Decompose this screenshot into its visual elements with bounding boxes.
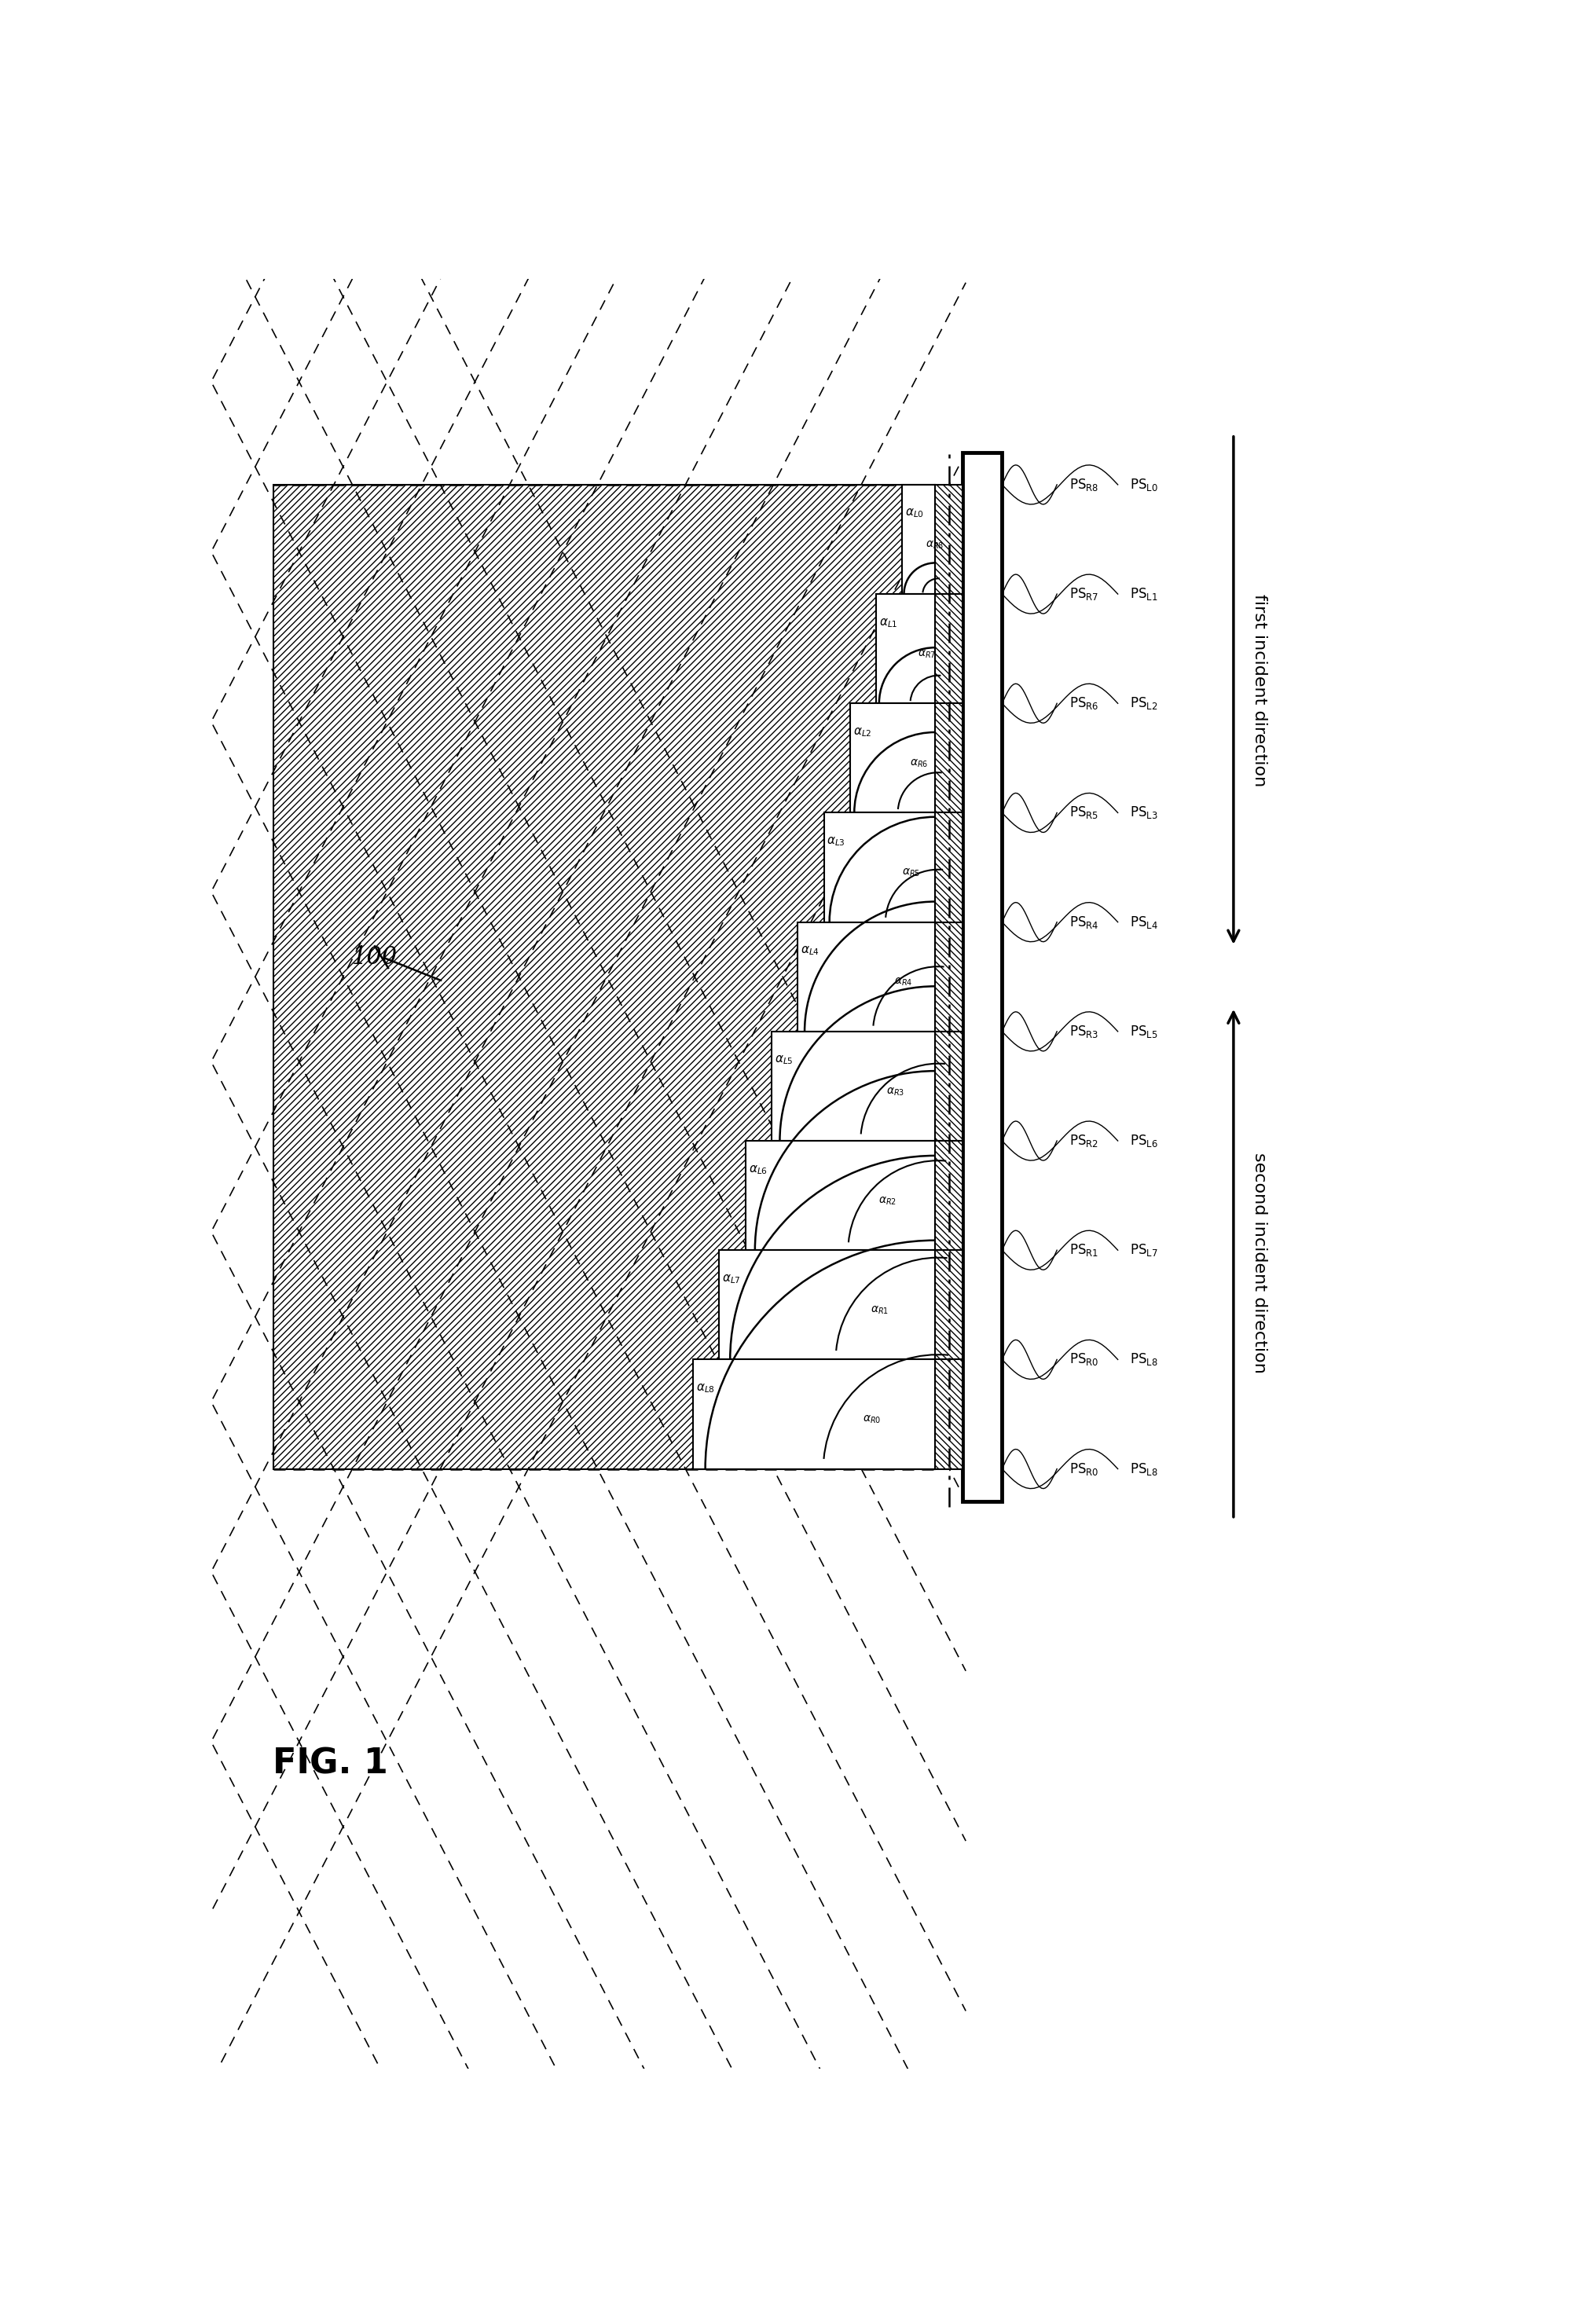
Bar [935, 704, 962, 813]
Text: $\mathsf{PS_{L4}}$: $\mathsf{PS_{L4}}$ [1129, 913, 1158, 930]
Text: $\mathsf{PS_{R1}}$: $\mathsf{PS_{R1}}$ [1069, 1243, 1097, 1257]
Text: $\mathsf{PS_{R8}}$: $\mathsf{PS_{R8}}$ [1069, 476, 1097, 493]
Text: $\alpha_{L1}$: $\alpha_{L1}$ [879, 616, 898, 630]
Bar [876, 595, 935, 704]
Text: $\mathsf{PS_{R5}}$: $\mathsf{PS_{R5}}$ [1069, 804, 1097, 820]
Bar [745, 1141, 935, 1250]
Text: $\alpha_{R2}$: $\alpha_{R2}$ [877, 1195, 896, 1206]
Bar [772, 1032, 935, 1141]
Text: $\alpha_{L2}$: $\alpha_{L2}$ [853, 725, 871, 739]
Bar [935, 1360, 962, 1469]
Bar [935, 1250, 962, 1360]
Text: $\alpha_{R6}$: $\alpha_{R6}$ [909, 758, 928, 769]
Bar [850, 704, 935, 813]
Text: $\alpha_{L8}$: $\alpha_{L8}$ [695, 1383, 715, 1394]
Bar [935, 813, 962, 923]
Text: $\mathsf{PS_{L1}}$: $\mathsf{PS_{L1}}$ [1129, 586, 1158, 602]
Text: $\alpha_{L5}$: $\alpha_{L5}$ [774, 1055, 793, 1067]
Text: $\mathsf{PS_{L8}}$: $\mathsf{PS_{L8}}$ [1129, 1462, 1158, 1476]
Text: $\mathsf{PS_{R0}}$: $\mathsf{PS_{R0}}$ [1069, 1462, 1097, 1476]
Text: $\mathsf{PS_{R3}}$: $\mathsf{PS_{R3}}$ [1069, 1023, 1097, 1039]
Text: FIG. 1: FIG. 1 [273, 1748, 388, 1780]
Bar [901, 486, 935, 595]
Bar [962, 453, 1002, 1501]
Bar [719, 1250, 935, 1360]
Bar [692, 1360, 935, 1469]
Text: $\alpha_{L3}$: $\alpha_{L3}$ [826, 834, 845, 848]
Bar [823, 813, 935, 923]
Text: $\alpha_{L7}$: $\alpha_{L7}$ [723, 1274, 740, 1285]
Text: $\mathsf{PS_{R6}}$: $\mathsf{PS_{R6}}$ [1069, 695, 1097, 711]
Bar [935, 486, 962, 595]
Text: $\alpha_{L6}$: $\alpha_{L6}$ [748, 1164, 767, 1176]
Text: $\alpha_{L4}$: $\alpha_{L4}$ [801, 946, 820, 957]
Text: $\mathsf{PS_{L3}}$: $\mathsf{PS_{L3}}$ [1129, 804, 1158, 820]
Bar [935, 1141, 962, 1250]
Text: $\mathsf{PS_{R7}}$: $\mathsf{PS_{R7}}$ [1069, 586, 1097, 602]
Text: $\alpha_{R0}$: $\alpha_{R0}$ [863, 1413, 880, 1425]
Text: $\alpha_{R5}$: $\alpha_{R5}$ [901, 867, 920, 878]
Text: $\mathsf{PS_{R0}}$: $\mathsf{PS_{R0}}$ [1069, 1353, 1097, 1367]
Text: second incident direction: second incident direction [1250, 1153, 1266, 1373]
Text: $\alpha_{R7}$: $\alpha_{R7}$ [917, 648, 935, 660]
Text: $\alpha_{R3}$: $\alpha_{R3}$ [885, 1085, 904, 1097]
Text: $\mathsf{PS_{L6}}$: $\mathsf{PS_{L6}}$ [1129, 1134, 1158, 1148]
Text: $\mathsf{PS_{R4}}$: $\mathsf{PS_{R4}}$ [1069, 913, 1097, 930]
Bar [935, 595, 962, 704]
Bar [935, 1032, 962, 1141]
Text: $\alpha_{R8}$: $\alpha_{R8}$ [925, 539, 943, 551]
Text: $\alpha_{L0}$: $\alpha_{L0}$ [904, 507, 924, 521]
Text: $\mathsf{PS_{L0}}$: $\mathsf{PS_{L0}}$ [1129, 476, 1158, 493]
Text: first incident direction: first incident direction [1250, 595, 1266, 788]
Text: $\alpha_{R4}$: $\alpha_{R4}$ [893, 976, 912, 988]
Text: $\mathsf{PS_{L8}}$: $\mathsf{PS_{L8}}$ [1129, 1353, 1158, 1367]
Text: $\mathsf{PS_{R2}}$: $\mathsf{PS_{R2}}$ [1069, 1134, 1097, 1148]
Bar [935, 923, 962, 1032]
Bar [274, 486, 935, 1469]
Bar [798, 923, 935, 1032]
Text: $\alpha_{R1}$: $\alpha_{R1}$ [871, 1304, 888, 1315]
Text: $\mathsf{PS_{L7}}$: $\mathsf{PS_{L7}}$ [1129, 1243, 1158, 1257]
Text: $\mathsf{PS_{L2}}$: $\mathsf{PS_{L2}}$ [1129, 695, 1158, 711]
Text: $\mathsf{PS_{L5}}$: $\mathsf{PS_{L5}}$ [1129, 1023, 1158, 1039]
Text: 100: 100 [351, 946, 397, 969]
